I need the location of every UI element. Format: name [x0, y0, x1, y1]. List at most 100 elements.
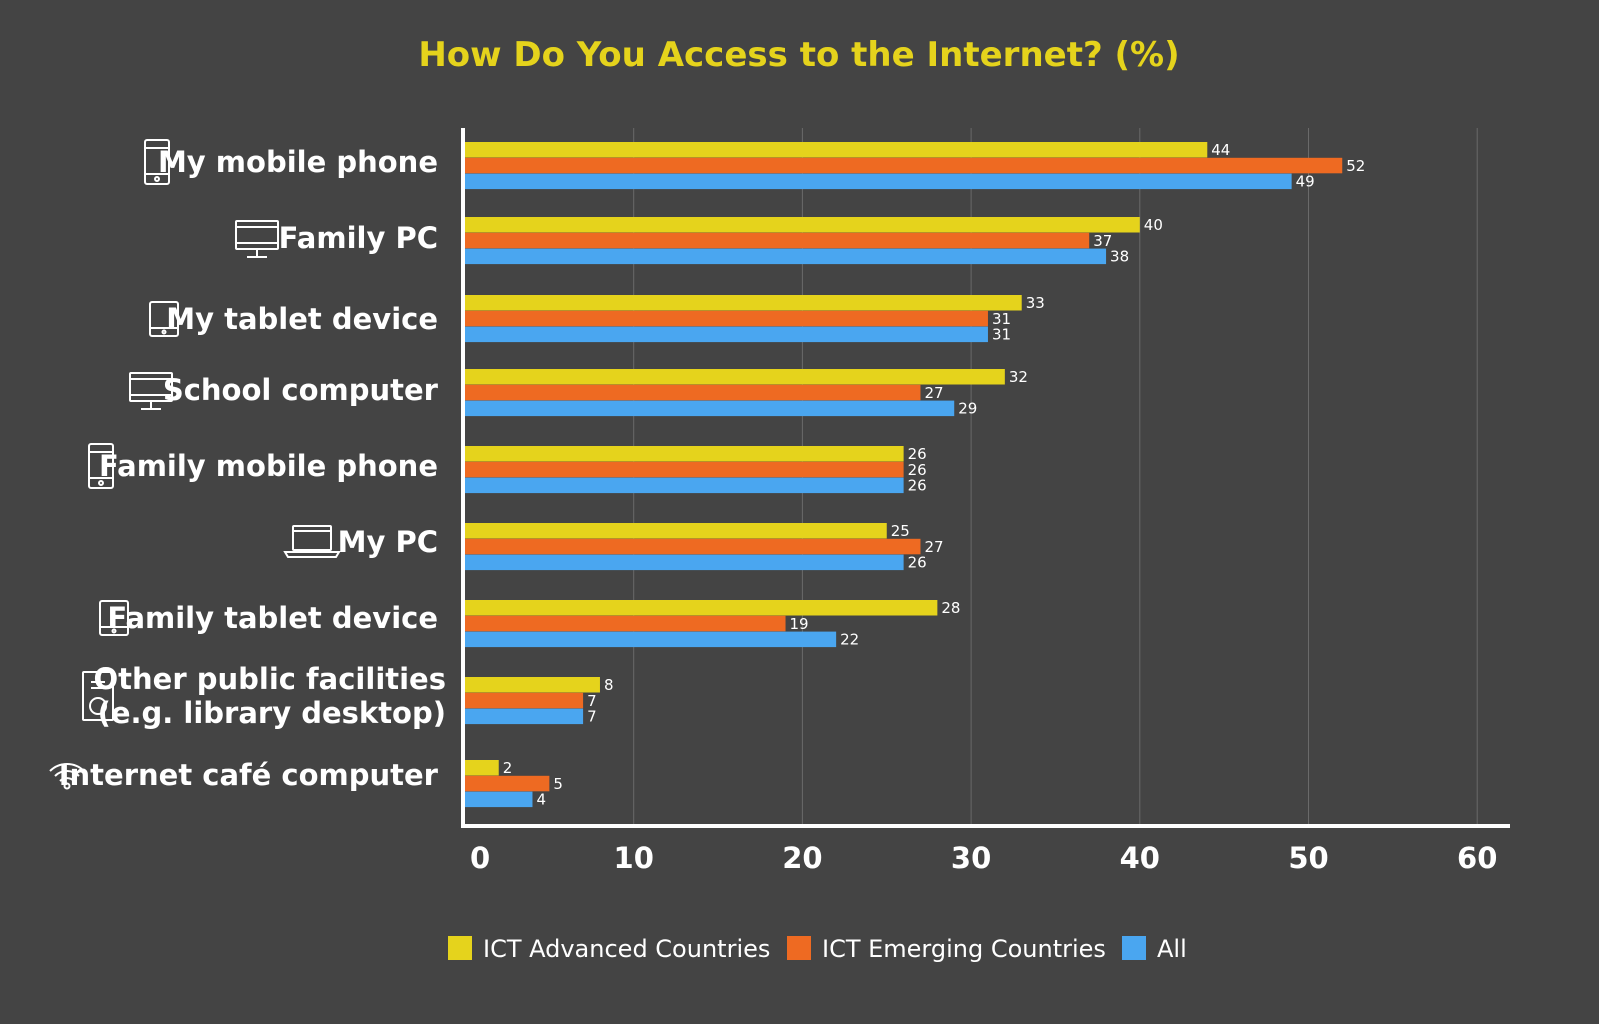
x-tick-label: 0 [470, 841, 490, 875]
value-label: 19 [790, 615, 809, 633]
bar [465, 791, 533, 808]
bar [465, 400, 955, 417]
category-label-line: Family PC [279, 221, 438, 255]
wifi-icon [49, 762, 85, 790]
bar [465, 384, 921, 401]
value-label: 38 [1110, 248, 1129, 266]
tablet-icon [99, 600, 129, 636]
legend-swatch [448, 936, 472, 960]
category-label-line: My mobile phone [158, 145, 438, 179]
category-label: Family mobile phone [99, 449, 438, 483]
category-label-line: (e.g. library desktop) [98, 696, 446, 730]
value-label: 2 [503, 759, 513, 777]
value-labels: 4440333226252882523731272627197549383129… [503, 141, 1366, 809]
legend-item: ICT Advanced Countries [448, 935, 770, 963]
value-label: 8 [604, 676, 614, 694]
mobile-phone-icon [144, 139, 170, 185]
bar [465, 677, 600, 693]
desktop-monitor-icon [129, 372, 173, 410]
bar [465, 157, 1343, 174]
bar [465, 615, 786, 632]
value-label: 7 [587, 708, 597, 726]
axes [461, 128, 1510, 828]
value-label: 28 [941, 599, 960, 617]
bar [465, 326, 988, 343]
bar [465, 217, 1140, 233]
x-tick-labels: 0 10 20 30 40 50 60 [470, 841, 1497, 875]
value-label: 4 [536, 791, 546, 809]
x-tick-label: 60 [1457, 841, 1497, 875]
legend-item: ICT Emerging Countries [787, 935, 1106, 963]
value-label: 26 [908, 477, 927, 495]
value-label: 22 [840, 631, 859, 649]
value-label: 26 [908, 461, 927, 479]
value-label: 26 [908, 554, 927, 572]
category-label: My PC [338, 525, 438, 559]
value-label: 7 [587, 692, 597, 710]
category-label: Family tablet device [107, 601, 438, 635]
bar [465, 760, 499, 776]
value-label: 37 [1093, 232, 1112, 250]
value-label: 40 [1144, 216, 1163, 234]
category-label: My tablet device [166, 302, 438, 336]
bar [465, 775, 550, 792]
value-label: 31 [992, 310, 1011, 328]
bars [465, 142, 1343, 808]
value-label: 31 [992, 326, 1011, 344]
bar [465, 600, 938, 616]
bar [465, 538, 921, 555]
category-label-line: My tablet device [166, 302, 438, 336]
x-tick-label: 30 [951, 841, 991, 875]
legend: ICT Advanced Countries ICT Emerging Count… [448, 935, 1187, 963]
bar [465, 523, 887, 539]
bar [465, 369, 1005, 385]
value-label: 26 [908, 445, 927, 463]
bar [465, 310, 988, 327]
value-label: 52 [1346, 157, 1365, 175]
bar [465, 295, 1022, 311]
value-label: 32 [1009, 368, 1028, 386]
value-label: 44 [1211, 141, 1230, 159]
legend-swatch [1122, 936, 1146, 960]
bar [465, 477, 904, 494]
legend-label: All [1157, 935, 1187, 963]
category-label-line: My PC [338, 525, 438, 559]
x-tick-label: 50 [1288, 841, 1328, 875]
x-tick-label: 20 [782, 841, 822, 875]
category-label: School computer [163, 373, 439, 407]
category-label-line: Family tablet device [107, 601, 438, 635]
x-tick-label: 40 [1120, 841, 1160, 875]
mobile-phone-icon [88, 443, 114, 489]
category-label-line: Other public facilities [94, 662, 447, 696]
bar [465, 446, 904, 462]
bar [465, 232, 1090, 249]
value-label: 25 [891, 522, 910, 540]
category-label: My mobile phone [158, 145, 438, 179]
desktop-tower-icon [82, 671, 114, 721]
x-tick-label: 10 [614, 841, 654, 875]
legend-label: ICT Emerging Countries [822, 935, 1106, 963]
value-label: 5 [553, 775, 563, 793]
value-label: 33 [1026, 294, 1045, 312]
value-label: 29 [958, 400, 977, 418]
bar [465, 173, 1292, 190]
chart-title: How Do You Access to the Internet? (%) [418, 35, 1179, 75]
bar [465, 692, 584, 709]
value-label: 27 [924, 538, 943, 556]
bar [465, 631, 837, 648]
category-label: Other public facilities (e.g. library des… [94, 662, 447, 730]
legend-item: All [1122, 935, 1187, 963]
value-label: 27 [924, 384, 943, 402]
bar [465, 142, 1208, 158]
laptop-icon [283, 525, 341, 558]
bar [465, 708, 584, 725]
desktop-monitor-icon [235, 220, 279, 258]
category-label: Internet café computer [59, 758, 439, 792]
legend-label: ICT Advanced Countries [483, 935, 770, 963]
bar [465, 461, 904, 478]
category-labels: My mobile phone Family PC My tablet device… [49, 139, 447, 792]
category-label: Family PC [279, 221, 438, 255]
tablet-icon [149, 301, 179, 337]
